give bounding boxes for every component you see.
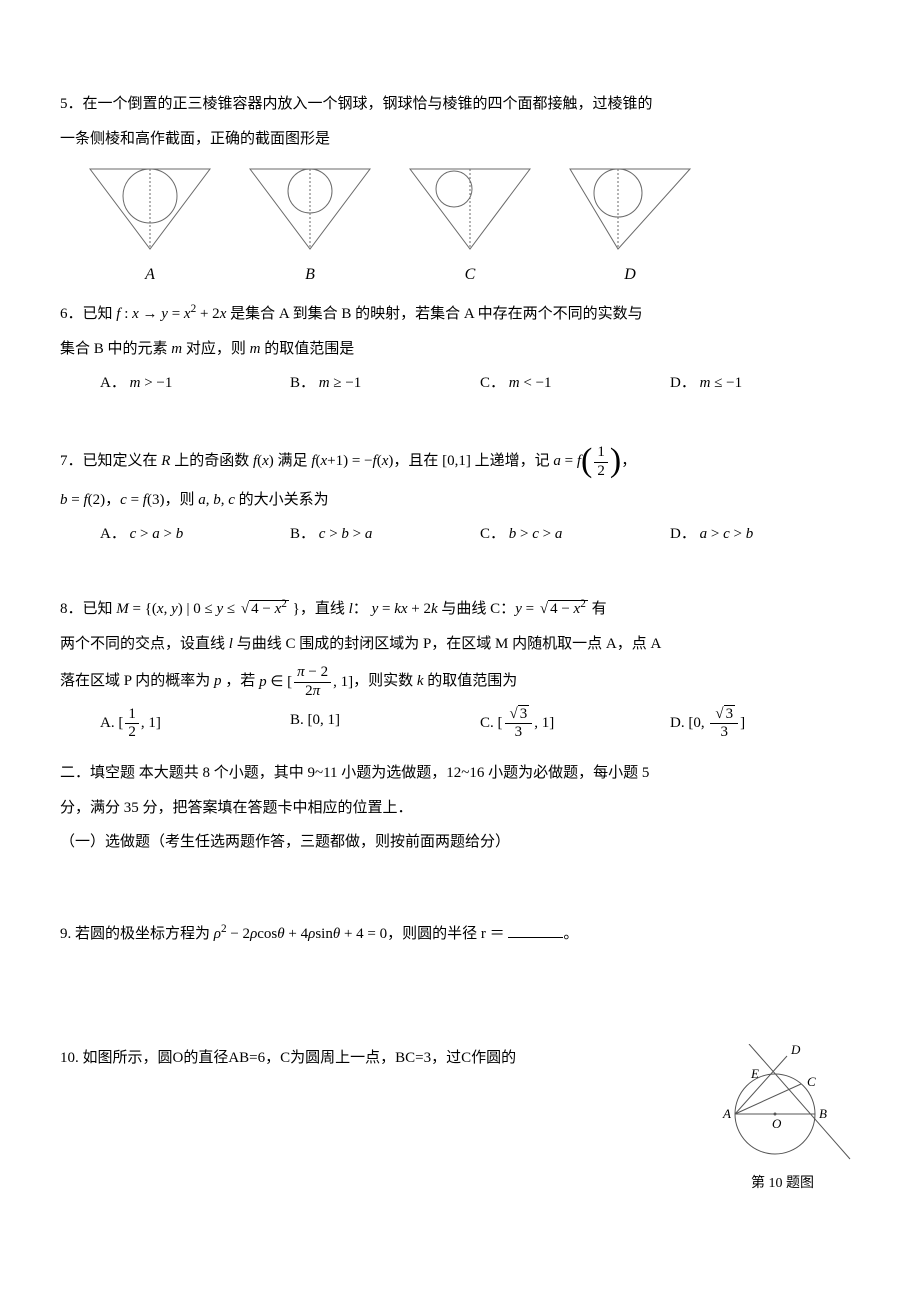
q5-diagrams: A B C D [80, 161, 700, 290]
question-5: 5．在一个倒置的正三棱锥容器内放入一个钢球，钢球恰与棱锥的四个面都接触，过棱锥的… [60, 90, 860, 290]
q8-opt-B: B. [0, 1] [290, 706, 480, 742]
q9-eq: ρ2 − 2ρcosθ + 4ρsinθ + 4 = 0 [214, 926, 387, 942]
q7-interval: [0,1] [442, 454, 471, 470]
q5-label-A: A [80, 260, 220, 290]
q7-fx: f(x) [253, 454, 274, 470]
q7-abc: a, b, c [198, 492, 235, 508]
q7-a-def: a = f [553, 454, 581, 470]
q6-opt-D: D． m ≤ −1 [670, 369, 860, 398]
q5-diagram-D: D [560, 161, 700, 290]
question-9: 9. 若圆的极坐标方程为 ρ2 − 2ρcosθ + 4ρsinθ + 4 = … [60, 920, 860, 949]
svg-text:O: O [772, 1116, 782, 1131]
q8-stem3: 落在区域 P 内的概率为 p ，若 p ∈ [π − 22π, 1]，则实数 k… [60, 664, 860, 700]
svg-text:B: B [819, 1106, 827, 1121]
q7-options: A． c > a > b B． c > b > a C． b > c > a D… [60, 520, 860, 549]
q7-b: b = f(2) [60, 492, 105, 508]
q7-stem: 7．已知定义在 R 上的奇函数 f(x) 满足 f(x+1) = −f(x)，且… [60, 444, 860, 480]
q6-stem2: 集合 B 中的元素 m 对应，则 m 的取值范围是 [60, 335, 860, 364]
q8-opt-C: C. [33, 1] [480, 706, 670, 742]
q7-opt-A: A． c > a > b [100, 520, 290, 549]
question-8: 8．已知 M = {(x, y) | 0 ≤ y ≤ 4 − x2 }，直线 l… [60, 595, 860, 741]
q6-m2: m [250, 341, 261, 357]
q5-label-B: B [240, 260, 380, 290]
q6-opt-C: C． m < −1 [480, 369, 670, 398]
q9-blank[interactable] [508, 922, 563, 938]
question-7: 7．已知定义在 R 上的奇函数 f(x) 满足 f(x+1) = −f(x)，且… [60, 444, 860, 549]
q5-stem-line1: 5．在一个倒置的正三棱锥容器内放入一个钢球，钢球恰与棱锥的四个面都接触，过棱锥的 [60, 90, 860, 119]
q6-text: 6．已知 [60, 306, 116, 322]
q7-opt-B: B． c > b > a [290, 520, 480, 549]
question-6: 6．已知 f : x → y = x2 + 2x 是集合 A 到集合 B 的映射… [60, 300, 860, 398]
q6-text3: 集合 B 中的元素 [60, 341, 171, 357]
q7-stem2: b = f(2)，c = f(3)，则 a, b, c 的大小关系为 [60, 486, 860, 515]
q8-stem: 8．已知 M = {(x, y) | 0 ≤ y ≤ 4 − x2 }，直线 l… [60, 595, 860, 624]
q7-a-frac: (12) [581, 444, 621, 480]
svg-text:C: C [807, 1074, 816, 1089]
q8-stem2: 两个不同的交点，设直线 l 与曲线 C 围成的封闭区域为 P，在区域 M 内随机… [60, 630, 860, 659]
question-10: ABOCDE 第 10 题图 10. 如图所示，圆O的直径AB=6，C为圆周上一… [60, 1044, 860, 1198]
section2-head-line2: 分，满分 35 分，把答案填在答题卡中相应的位置上． [60, 794, 860, 823]
q6-opt-A: A． m > −1 [100, 369, 290, 398]
q5-label-C: C [400, 260, 540, 290]
q6-map: f : x → y = x2 + 2x [116, 306, 226, 322]
section2-sub: （一）选做题（考生任选两题作答，三题都做，则按前面两题给分） [60, 828, 860, 857]
q7-opt-D: D． a > c > b [670, 520, 860, 549]
q10-figure: A B O C D E 第 10 题图 [705, 1044, 860, 1198]
q6-opt-B: B． m ≥ −1 [290, 369, 480, 398]
q10-caption: 第 10 题图 [705, 1171, 860, 1198]
section2-head-line1: 二．填空题 本大题共 8 个小题，其中 9~11 小题为选做题，12~16 小题… [60, 759, 860, 788]
q8-options: A. [12, 1] B. [0, 1] C. [33, 1] D. [0, 3… [60, 706, 860, 742]
q7-opt-C: C． b > c > a [480, 520, 670, 549]
q7-c: c = f(3) [120, 492, 164, 508]
q7-eq: f(x+1) = −f(x) [311, 454, 393, 470]
q5-diagram-B: B [240, 161, 380, 290]
q8-pin: p ∈ [π − 22π, 1] [259, 674, 353, 690]
q5-stem-line2: 一条侧棱和高作截面，正确的截面图形是 [60, 125, 860, 154]
q8-setM: M = {(x, y) | 0 ≤ y ≤ 4 − x2 } [116, 601, 300, 617]
q5-label-D: D [560, 260, 700, 290]
q6-text4: 对应，则 [182, 341, 250, 357]
q5-diagram-C: C [400, 161, 540, 290]
q6-m: m [171, 341, 182, 357]
q5-diagram-A: A [80, 161, 220, 290]
svg-text:A: A [722, 1106, 731, 1121]
q8-opt-D: D. [0, 33] [670, 706, 860, 742]
svg-text:D: D [790, 1044, 801, 1057]
q6-text2: 是集合 A 到集合 B 的映射，若集合 A 中存在两个不同的实数与 [226, 306, 642, 322]
q6-options: A． m > −1 B． m ≥ −1 C． m < −1 D． m ≤ −1 [60, 369, 860, 398]
q8-line-eq: y = kx + 2k [372, 601, 438, 617]
q6-stem: 6．已知 f : x → y = x2 + 2x 是集合 A 到集合 B 的映射… [60, 300, 860, 329]
q8-opt-A: A. [12, 1] [100, 706, 290, 742]
q8-curve: y = 4 − x2 [515, 601, 588, 617]
q6-text5: 的取值范围是 [260, 341, 354, 357]
svg-text:E: E [750, 1066, 759, 1081]
